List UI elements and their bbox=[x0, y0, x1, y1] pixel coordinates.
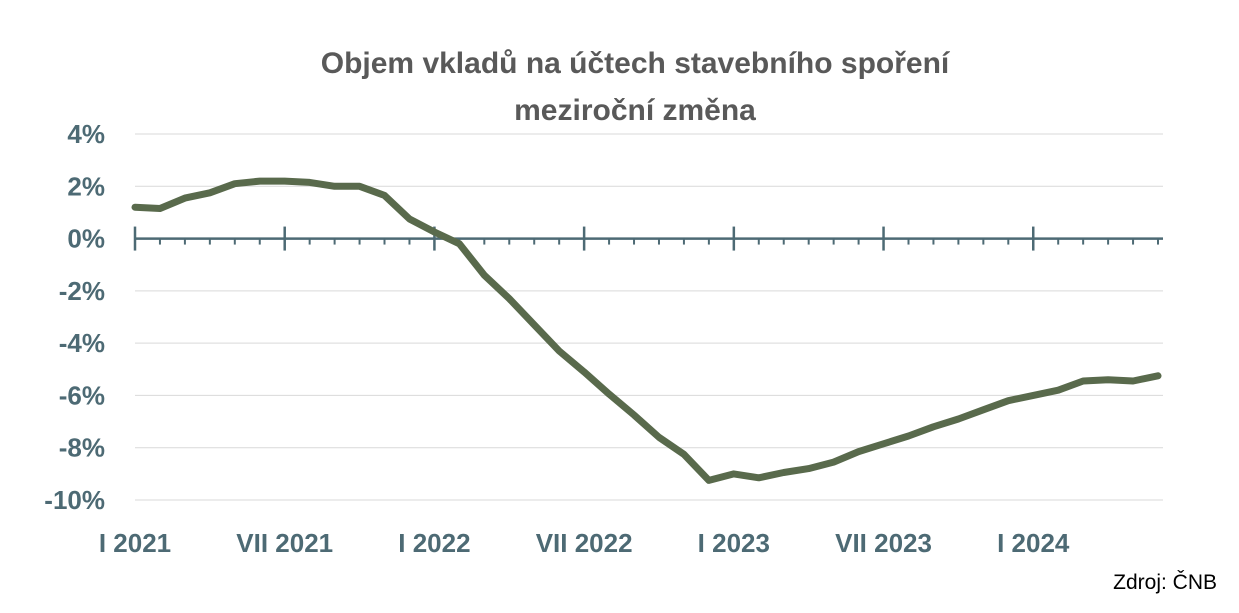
x-tick-label: I 2023 bbox=[698, 528, 770, 558]
chart-title: Objem vkladů na účtech stavebního spořen… bbox=[0, 40, 1239, 134]
x-axis-labels: I 2021 VII 2021 I 2022 VII 2022 I 2023 VII 20… bbox=[99, 528, 1070, 558]
y-tick-label: -6% bbox=[59, 380, 105, 410]
chart-title-line-2: meziroční změna bbox=[514, 94, 756, 127]
y-tick-label: -2% bbox=[59, 276, 105, 306]
y-tick-label: -8% bbox=[59, 433, 105, 463]
source-note: Zdroj: ČNB bbox=[1113, 571, 1217, 594]
x-tick-label: VII 2021 bbox=[236, 528, 333, 558]
x-tick-label: VII 2022 bbox=[536, 528, 633, 558]
y-tick-label: -10% bbox=[44, 485, 105, 515]
y-axis-labels: 4% 2% 0% -2% -4% -6% -8% -10% bbox=[44, 119, 105, 515]
y-tick-label: 2% bbox=[67, 171, 105, 201]
series-line bbox=[131, 177, 1162, 484]
x-tick-label: I 2024 bbox=[997, 528, 1070, 558]
y-tick-label: 0% bbox=[67, 224, 105, 254]
series-layer bbox=[131, 177, 1162, 484]
gridlines bbox=[135, 133, 1163, 501]
y-tick-label: 4% bbox=[67, 119, 105, 149]
x-tick-label: I 2021 bbox=[99, 528, 171, 558]
zero-axis bbox=[133, 226, 1163, 251]
chart-title-line-1: Objem vkladů na účtech stavebního spořen… bbox=[320, 47, 950, 80]
x-tick-label: VII 2023 bbox=[835, 528, 932, 558]
y-tick-label: -4% bbox=[59, 328, 105, 358]
x-tick-label: I 2022 bbox=[398, 528, 470, 558]
